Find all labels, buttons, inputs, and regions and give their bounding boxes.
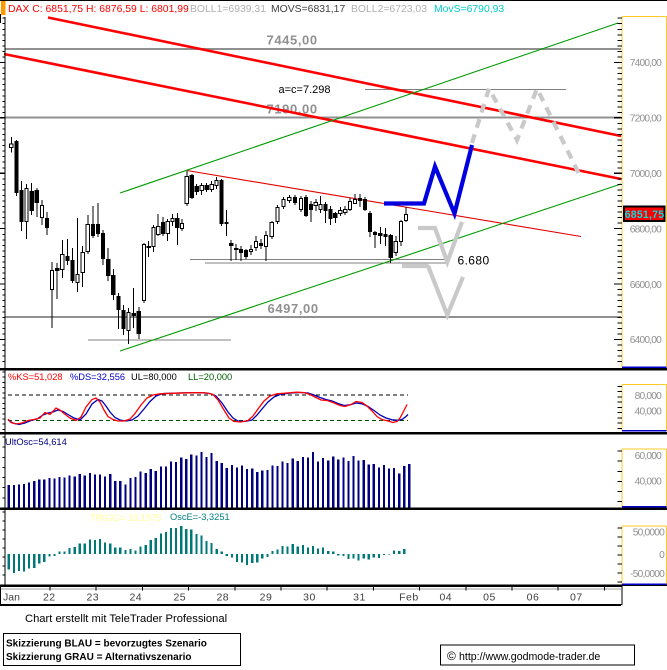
svg-text:6.680: 6.680 <box>458 254 490 268</box>
svg-text:UltOsc=54,614: UltOsc=54,614 <box>5 437 67 447</box>
svg-text:a=c=7.298: a=c=7.298 <box>279 84 331 96</box>
svg-text:OscE=-3,3251: OscE=-3,3251 <box>170 512 230 522</box>
svg-text:©: © <box>447 649 456 663</box>
svg-text:0: 0 <box>659 550 665 561</box>
svg-text:Skizzierung GRAU = Alternativs: Skizzierung GRAU = Alternativszenario <box>6 652 192 663</box>
svg-text:29: 29 <box>260 592 273 604</box>
svg-text:40,000: 40,000 <box>635 407 662 418</box>
svg-text:MovS=6790,93: MovS=6790,93 <box>434 4 504 15</box>
svg-text:Skizzierung BLAU = bevorzugtes: Skizzierung BLAU = bevorzugtes Szenario <box>6 639 207 650</box>
svg-text:30: 30 <box>303 592 316 604</box>
svg-text:UL=80,000: UL=80,000 <box>131 372 177 382</box>
svg-text:6497,00: 6497,00 <box>268 301 319 316</box>
svg-text:23: 23 <box>86 592 99 604</box>
svg-text:6851,75: 6851,75 <box>625 209 665 221</box>
svg-text:60,000: 60,000 <box>635 451 662 462</box>
svg-text:http://www.godmode-trader.de: http://www.godmode-trader.de <box>459 651 600 663</box>
svg-text:TRIGG=-10,1975: TRIGG=-10,1975 <box>90 513 162 523</box>
svg-text:BOLL1=6939,31: BOLL1=6939,31 <box>190 4 266 15</box>
svg-text:06: 06 <box>527 592 540 604</box>
svg-text:Chart erstellt mit TeleTrader: Chart erstellt mit TeleTrader Profession… <box>25 613 227 625</box>
svg-text:MOVS=6831,17: MOVS=6831,17 <box>271 4 345 15</box>
svg-text:7000,00: 7000,00 <box>630 169 662 180</box>
svg-text:%DS=32,556: %DS=32,556 <box>70 372 125 382</box>
svg-text:LL=20,000: LL=20,000 <box>188 372 232 382</box>
svg-text:80,000: 80,000 <box>635 391 662 402</box>
svg-text:6400,00: 6400,00 <box>630 335 662 346</box>
svg-text:50,0000: 50,0000 <box>633 527 665 538</box>
svg-text:28: 28 <box>216 592 229 604</box>
svg-text:22: 22 <box>43 592 56 604</box>
svg-text:7400,00: 7400,00 <box>630 58 662 69</box>
svg-text:BOLL2=6723,03: BOLL2=6723,03 <box>351 4 427 15</box>
svg-text:05: 05 <box>483 592 496 604</box>
svg-text:Feb: Feb <box>399 592 419 604</box>
svg-text:7200,00: 7200,00 <box>630 114 662 125</box>
svg-text:31: 31 <box>353 592 366 604</box>
svg-text:%KS=51,028: %KS=51,028 <box>8 372 63 382</box>
svg-text:07: 07 <box>570 592 583 604</box>
svg-text:25: 25 <box>173 592 186 604</box>
svg-text:6800,00: 6800,00 <box>630 224 662 235</box>
svg-text:40,000: 40,000 <box>635 477 662 488</box>
svg-text:7190,00: 7190,00 <box>267 102 318 117</box>
svg-text:7445,00: 7445,00 <box>267 33 318 48</box>
svg-text:DAX C: 6851,75 H: 6876,59 L: 6: DAX C: 6851,75 H: 6876,59 L: 6801,99 <box>8 4 189 15</box>
svg-text:24: 24 <box>129 592 142 604</box>
svg-text:Jan: Jan <box>3 592 20 604</box>
svg-text:04: 04 <box>439 592 452 604</box>
svg-text:-50,0000: -50,0000 <box>630 569 665 580</box>
svg-text:6600,00: 6600,00 <box>630 280 662 291</box>
